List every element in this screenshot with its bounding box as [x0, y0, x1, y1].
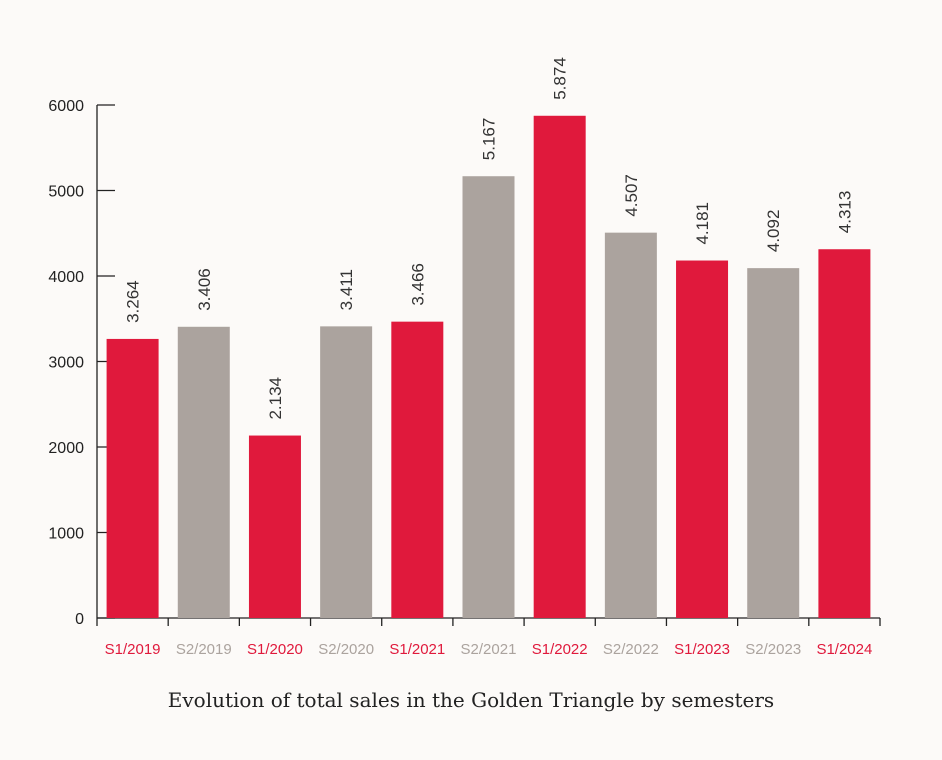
bar — [747, 268, 800, 618]
x-tick-label: S1/2019 — [105, 641, 161, 658]
y-tick-label: 2000 — [48, 440, 84, 457]
y-tick-label: 3000 — [48, 355, 84, 372]
x-tick-label: S2/2021 — [461, 641, 517, 658]
data-label: 5.874 — [551, 57, 570, 100]
y-tick-label: 5000 — [48, 184, 84, 201]
bar — [818, 249, 871, 618]
data-label: 5.167 — [480, 118, 499, 161]
data-label: 3.466 — [408, 263, 427, 306]
bar — [604, 232, 657, 619]
x-tick-label: S2/2019 — [176, 641, 232, 658]
data-label: 4.313 — [835, 191, 854, 234]
bar — [676, 260, 729, 618]
bar — [462, 176, 515, 618]
data-label: 4.507 — [622, 174, 641, 217]
y-tick-label: 1000 — [48, 526, 84, 543]
data-label: 2.134 — [266, 377, 285, 420]
x-tick-label: S1/2022 — [532, 641, 588, 658]
bar — [533, 115, 586, 618]
x-tick-label: S1/2024 — [816, 641, 872, 658]
bar-chart: 0 1000 2000 3000 4000 5000 6000 3.264 S1/2019 3.4… — [48, 57, 881, 658]
data-label: 3.406 — [195, 268, 214, 311]
x-tick-label: S2/2023 — [745, 641, 801, 658]
bar — [248, 435, 301, 618]
x-tick-label: S1/2020 — [247, 641, 303, 658]
x-tick-label: S2/2020 — [318, 641, 374, 658]
x-tick-label: S1/2023 — [674, 641, 730, 658]
data-label: 3.411 — [337, 269, 356, 310]
y-tick-label: 4000 — [48, 269, 84, 286]
x-tick-label: S2/2022 — [603, 641, 659, 658]
bar — [177, 326, 230, 618]
y-tick-label: 0 — [75, 611, 84, 628]
chart-caption: Evolution of total sales in the Golden T… — [167, 688, 775, 712]
bar — [320, 326, 373, 618]
y-tick-label: 6000 — [48, 98, 84, 115]
bar — [391, 321, 444, 618]
x-tick-label: S1/2021 — [389, 641, 445, 658]
data-label: 3.264 — [124, 280, 143, 323]
data-label: 4.181 — [693, 202, 712, 245]
data-label: 4.092 — [764, 210, 783, 253]
bar — [106, 338, 159, 618]
